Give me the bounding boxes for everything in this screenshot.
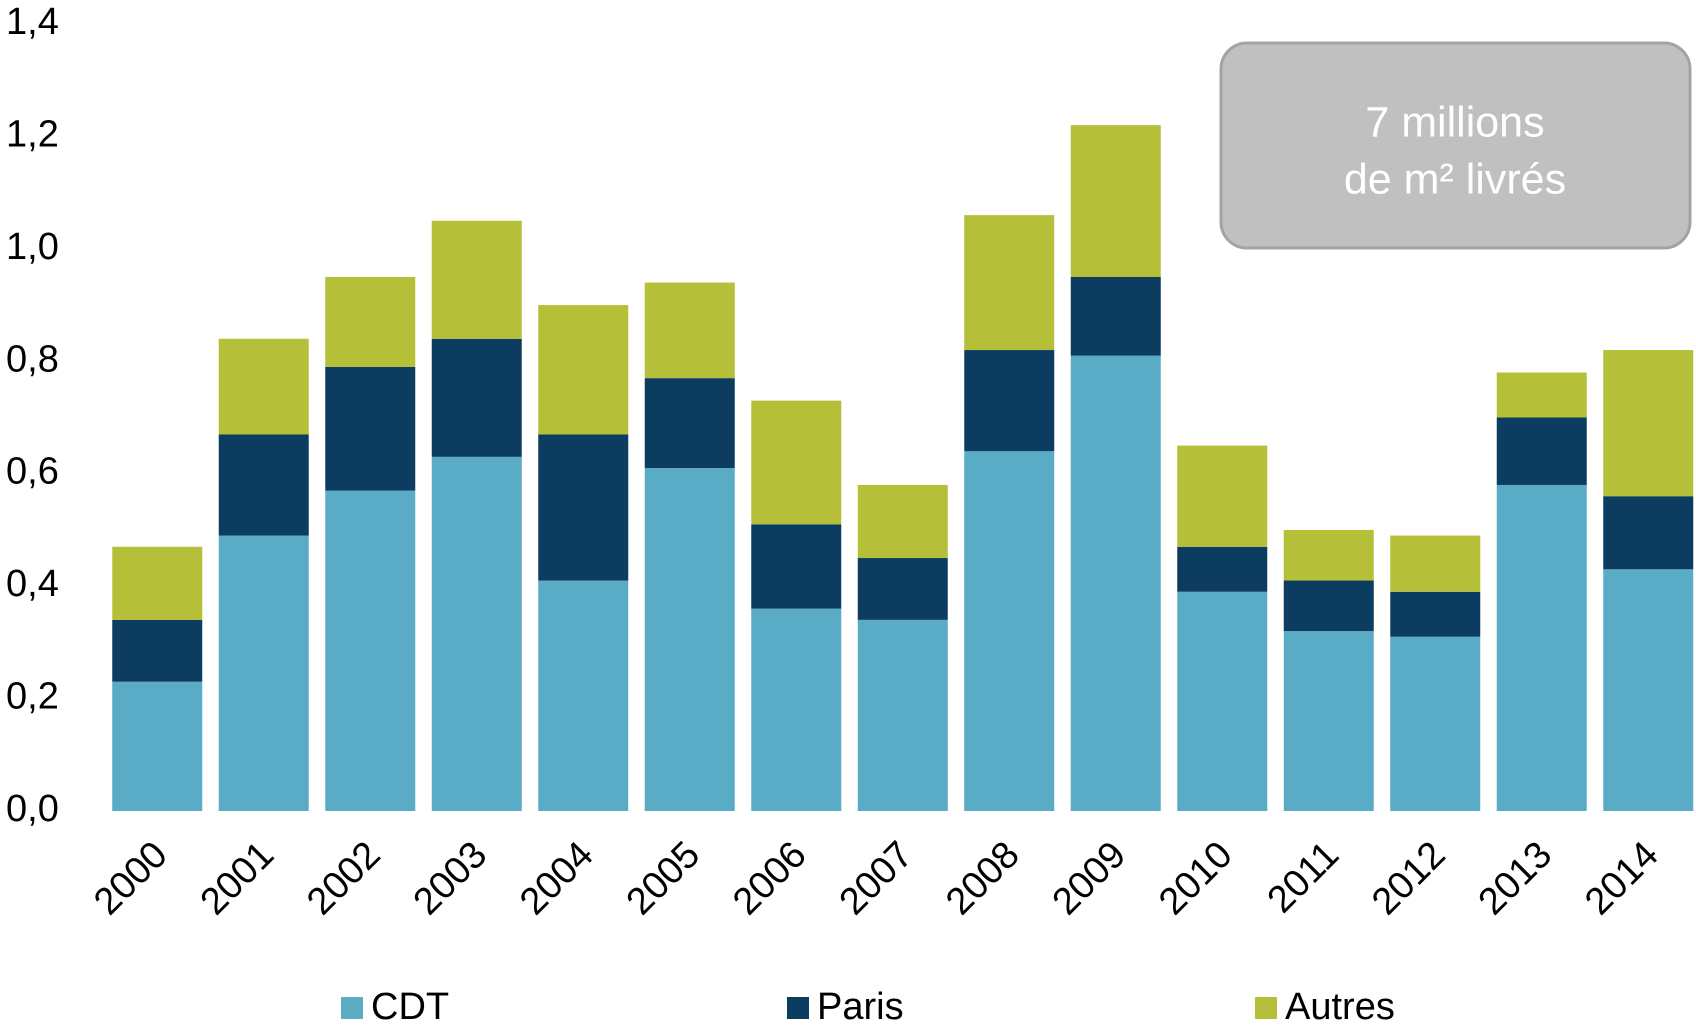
x-tick-label: 2008: [938, 834, 1027, 923]
legend-label: Autres: [1285, 986, 1395, 1027]
bar-segment: [1283, 631, 1374, 811]
bar-segment: [431, 456, 522, 811]
bar-segment: [1496, 484, 1587, 811]
bar-segment: [538, 434, 629, 581]
bar-segment: [1177, 445, 1268, 547]
y-tick-label: 1,0: [6, 226, 59, 268]
bar-segment: [751, 400, 842, 525]
bar-segment: [1070, 125, 1161, 277]
bar-segment: [1603, 569, 1694, 811]
y-tick-label: 0,2: [6, 676, 59, 718]
bar-segment: [964, 215, 1055, 351]
x-tick-label: 2001: [193, 834, 282, 923]
bar-segment: [1283, 580, 1374, 632]
bar-segment: [1496, 417, 1587, 485]
bar-segment: [1390, 636, 1481, 811]
bar-segment: [1603, 496, 1694, 570]
bar-segment: [1283, 529, 1374, 581]
legend-label: CDT: [371, 986, 449, 1027]
y-tick-label: 1,4: [6, 1, 59, 43]
bar-segment: [112, 681, 203, 811]
bar-segment: [325, 490, 416, 811]
y-tick-label: 0,6: [6, 451, 59, 493]
bar-segment: [644, 378, 735, 469]
bar-segment: [857, 558, 948, 620]
bar-segment: [751, 524, 842, 609]
bar-segment: [1603, 350, 1694, 497]
bar-segment: [538, 305, 629, 435]
annotation-text: 7 millions: [1365, 98, 1544, 146]
bar-segment: [431, 220, 522, 339]
y-tick-label: 1,2: [6, 113, 59, 155]
x-tick-label: 2003: [406, 834, 495, 923]
bar-segment: [751, 608, 842, 811]
x-tick-label: 2006: [725, 834, 814, 923]
x-tick-label: 2007: [832, 834, 921, 923]
bar-segment: [538, 580, 629, 811]
y-tick-label: 0,4: [6, 563, 59, 605]
annotation-box: [1219, 41, 1692, 250]
bar-segment: [431, 338, 522, 457]
legend-swatch: [1255, 997, 1277, 1019]
x-tick-label: 2014: [1577, 834, 1666, 923]
x-tick-label: 2010: [1151, 834, 1240, 923]
bar-segment: [644, 468, 735, 811]
annotation-text: de m² livrés: [1344, 155, 1566, 203]
bar-segment: [1070, 355, 1161, 811]
bar-segment: [112, 619, 203, 682]
x-tick-label: 2005: [619, 834, 708, 923]
x-tick-label: 2011: [1260, 834, 1347, 921]
bar-segment: [218, 338, 309, 435]
x-tick-label: 2004: [512, 834, 601, 923]
x-tick-label: 2000: [86, 834, 175, 923]
bar-segment: [325, 276, 416, 367]
x-tick-label: 2012: [1364, 834, 1453, 923]
bar-segment: [857, 619, 948, 811]
bar-segment: [1390, 535, 1481, 592]
x-tick-label: 2002: [299, 834, 388, 923]
bar-segment: [964, 451, 1055, 811]
bar-segment: [857, 484, 948, 559]
bar-segment: [964, 350, 1055, 452]
bar-segment: [1496, 372, 1587, 418]
bar-segment: [1177, 546, 1268, 592]
legend-swatch: [341, 997, 363, 1019]
legend-swatch: [787, 997, 809, 1019]
bar-segment: [218, 535, 309, 811]
x-tick-label: 2009: [1045, 834, 1134, 923]
y-tick-label: 0,8: [6, 338, 59, 380]
x-tick-label: 2013: [1471, 834, 1560, 923]
legend-label: Paris: [817, 986, 904, 1027]
y-tick-label: 0,0: [6, 788, 59, 830]
bar-segment: [1390, 591, 1481, 637]
bar-segment: [112, 546, 203, 620]
bar-segment: [218, 434, 309, 536]
bar-segment: [1070, 276, 1161, 356]
bar-segment: [644, 282, 735, 379]
bar-segment: [325, 366, 416, 491]
bar-segment: [1177, 591, 1268, 811]
